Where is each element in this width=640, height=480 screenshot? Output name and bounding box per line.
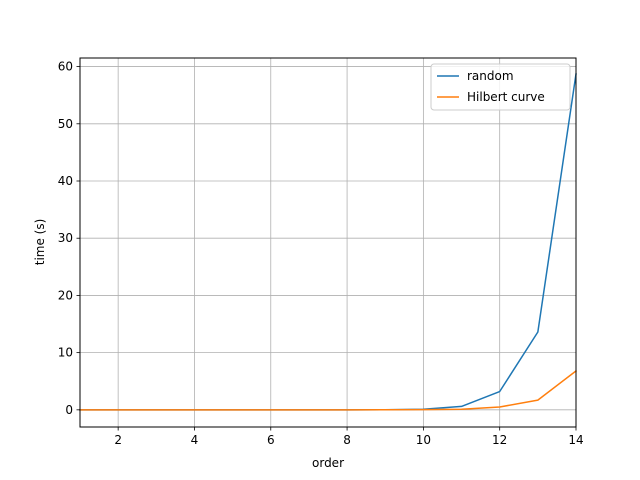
y-axis-ticks: 0 10 20 30 40 50 60 — [58, 60, 80, 417]
y-tick-label: 50 — [58, 117, 73, 131]
y-tick-label: 10 — [58, 346, 73, 360]
y-tick-label: 0 — [65, 403, 73, 417]
y-tick-label: 60 — [58, 60, 73, 74]
y-axis-label: time (s) — [33, 219, 47, 266]
series-line-hilbert-curve — [79, 369, 578, 411]
legend-label-random: random — [467, 69, 514, 83]
x-tick-label: 4 — [191, 433, 199, 447]
x-tick-label: 14 — [568, 433, 583, 447]
y-tick-label: 40 — [58, 174, 73, 188]
x-tick-label: 8 — [343, 433, 351, 447]
legend: random Hilbert curve — [430, 63, 571, 111]
x-tick-label: 6 — [267, 433, 275, 447]
legend-label-hilbert-curve: Hilbert curve — [467, 90, 545, 104]
y-tick-label: 30 — [58, 231, 73, 245]
axes-background — [80, 58, 576, 427]
legend-box — [430, 63, 571, 111]
axes-frame — [79, 57, 577, 428]
y-tick-label: 20 — [58, 288, 73, 302]
x-tick-label: 12 — [492, 433, 507, 447]
x-tick-label: 10 — [416, 433, 431, 447]
x-axis-ticks: 2 4 6 8 10 12 14 — [114, 427, 584, 447]
x-axis-label: order — [312, 456, 344, 470]
plot-area — [79, 57, 578, 428]
series-lines — [79, 73, 578, 411]
x-tick-label: 2 — [114, 433, 122, 447]
